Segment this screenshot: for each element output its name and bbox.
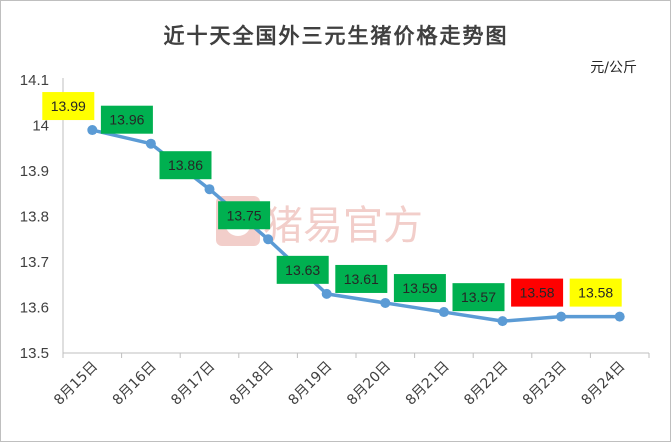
data-label-box xyxy=(335,264,388,293)
data-label-text: 13.59 xyxy=(402,280,437,296)
data-label-text: 13.75 xyxy=(227,207,262,223)
data-point xyxy=(438,307,449,318)
data-label: 13.61 xyxy=(335,264,388,293)
data-label-text: 13.99 xyxy=(51,98,86,114)
x-tick-label: 8月20日 xyxy=(344,359,394,409)
data-label: 13.96 xyxy=(100,105,153,134)
data-label-box xyxy=(42,92,95,121)
data-label: 13.59 xyxy=(393,274,446,303)
x-tick-label: 8月17日 xyxy=(168,359,218,409)
data-label-box xyxy=(511,278,564,307)
data-point xyxy=(145,138,156,149)
data-point xyxy=(87,125,98,136)
x-tick-label: 8月22日 xyxy=(461,359,511,409)
data-point xyxy=(204,184,215,195)
data-label-text: 13.63 xyxy=(285,262,320,278)
data-label: 13.86 xyxy=(159,151,212,180)
data-point xyxy=(263,234,274,245)
watermark-text: 猪易官方 xyxy=(263,203,423,249)
x-tick-label: 8月19日 xyxy=(286,359,336,409)
x-tick-label: 8月15日 xyxy=(51,359,101,409)
data-point xyxy=(497,316,508,327)
y-tick-label: 14.1 xyxy=(20,72,49,89)
series-points xyxy=(87,125,625,327)
x-axis: 8月15日 8月16日 8月17日 8月18日 8月19日 8月20日 8月21日 8月22日… xyxy=(51,352,650,409)
data-label: 13.63 xyxy=(276,255,329,284)
chart-title: 近十天全国外三元生猪价格走势图 xyxy=(164,23,509,48)
y-tick-label: 13.9 xyxy=(20,163,49,180)
data-labels: 13.99 13.96 13.86 13.75 13.63 13.61 13.59 13.57… xyxy=(42,92,622,312)
data-point xyxy=(380,297,391,308)
x-tick-label: 8月23日 xyxy=(520,359,570,409)
y-tick-label: 13.8 xyxy=(20,209,49,226)
data-label-box xyxy=(393,274,446,303)
data-label-text: 13.86 xyxy=(168,157,203,173)
data-label-text: 13.57 xyxy=(461,289,496,305)
data-label: 13.75 xyxy=(218,201,271,230)
x-tick-label: 8月16日 xyxy=(110,359,160,409)
x-tick-label: 8月24日 xyxy=(579,359,629,409)
y-tick-label: 13.7 xyxy=(20,254,49,271)
data-label-text: 13.61 xyxy=(344,271,379,287)
unit-label: 元/公斤 xyxy=(590,60,637,76)
data-label-box xyxy=(159,151,212,180)
data-label: 13.58 xyxy=(569,278,622,307)
data-label: 13.99 xyxy=(42,92,95,121)
data-label-box xyxy=(276,255,329,284)
data-label: 13.58 xyxy=(511,278,564,307)
data-point xyxy=(556,311,567,322)
y-tick-label: 14 xyxy=(32,118,49,135)
y-tick-label: 13.5 xyxy=(20,345,49,362)
y-tick-label: 13.6 xyxy=(20,300,49,317)
data-point xyxy=(614,311,625,322)
data-label-box xyxy=(452,283,505,312)
x-tick-label: 8月18日 xyxy=(227,359,277,409)
data-label-box xyxy=(100,105,153,134)
data-label-box xyxy=(569,278,622,307)
data-label: 13.57 xyxy=(452,283,505,312)
y-axis: 13.5 13.6 13.7 13.8 13.9 14 14.1 xyxy=(20,72,64,362)
data-point xyxy=(321,288,332,299)
x-tick-label: 8月21日 xyxy=(403,359,453,409)
data-label-text: 13.58 xyxy=(578,285,613,301)
data-label-box xyxy=(218,201,271,230)
data-label-text: 13.96 xyxy=(109,112,144,128)
data-label-text: 13.58 xyxy=(520,285,555,301)
